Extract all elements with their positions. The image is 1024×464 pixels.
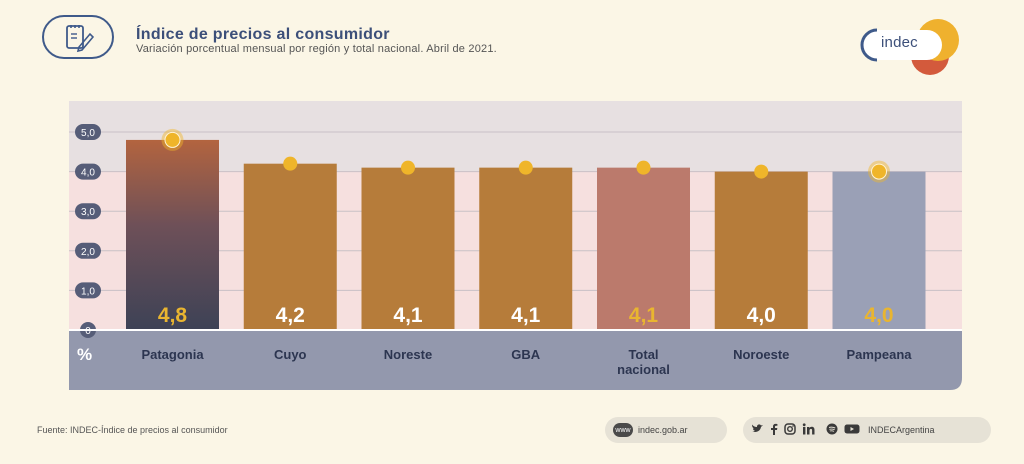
y-tick-label: 0	[85, 326, 91, 337]
y-tick-pill	[75, 282, 101, 299]
social-pill[interactable]: INDECArgentina	[743, 417, 991, 443]
bar	[597, 167, 690, 330]
marker-point	[518, 160, 533, 175]
bar	[361, 167, 455, 330]
y-axis-unit: %	[77, 345, 92, 364]
y-tick-label: 1,0	[81, 286, 95, 297]
y-tick-label: 3,0	[81, 207, 95, 218]
website-link[interactable]: indec.gob.ar	[638, 425, 688, 435]
bar	[832, 171, 926, 330]
indec-logo	[860, 19, 959, 75]
social-handle[interactable]: INDECArgentina	[868, 425, 935, 435]
axis-band	[69, 330, 962, 390]
marker-point	[283, 156, 298, 171]
footer-source: Fuente: INDEC-Índice de precios al consu…	[37, 425, 228, 435]
category-label: Pampeana	[846, 347, 912, 362]
y-tick-pill	[75, 203, 101, 220]
y-tick-pill	[75, 242, 101, 259]
bar	[479, 167, 573, 330]
y-tick-label: 4,0	[81, 168, 95, 179]
value-label: 4,1	[629, 304, 659, 327]
twitter-icon[interactable]	[751, 423, 764, 437]
logo-text: indec	[881, 34, 918, 51]
bar	[714, 171, 808, 330]
category-label: Patagonia	[141, 347, 204, 362]
value-label: 4,1	[511, 304, 541, 327]
category-label: Total	[628, 347, 658, 362]
y-tick-label: 2,0	[81, 247, 95, 258]
category-label: Noreste	[384, 347, 432, 362]
category-label: GBA	[511, 347, 541, 362]
facebook-icon[interactable]	[770, 423, 778, 438]
youtube-icon[interactable]	[844, 423, 860, 438]
page-subtitle: Variación porcentual mensual por región …	[136, 43, 497, 55]
value-label: 4,0	[864, 304, 893, 327]
bar	[126, 139, 219, 330]
value-label: 4,0	[747, 304, 776, 327]
y-tick-label: 5,0	[81, 128, 95, 139]
spotify-icon[interactable]	[826, 423, 838, 438]
instagram-icon[interactable]	[784, 422, 796, 438]
y-tick-pill	[75, 163, 101, 180]
bar	[243, 163, 337, 330]
category-label: Noroeste	[733, 347, 789, 362]
report-edit-icon	[42, 15, 114, 59]
value-label: 4,2	[276, 304, 305, 327]
y-tick-pill	[75, 124, 101, 140]
marker-point	[165, 132, 180, 147]
value-label: 4,1	[393, 304, 423, 327]
marker-point	[636, 160, 651, 175]
marker-point	[401, 160, 415, 175]
category-label: Cuyo	[274, 347, 307, 362]
website-pill[interactable]: www indec.gob.ar	[605, 417, 727, 443]
globe-icon: www	[613, 423, 633, 437]
marker-point	[872, 164, 886, 179]
value-label: 4,8	[158, 304, 188, 327]
linkedin-icon[interactable]	[802, 422, 820, 438]
page-title: Índice de precios al consumidor	[136, 26, 390, 43]
category-label: nacional	[617, 362, 670, 377]
marker-point	[754, 164, 769, 179]
